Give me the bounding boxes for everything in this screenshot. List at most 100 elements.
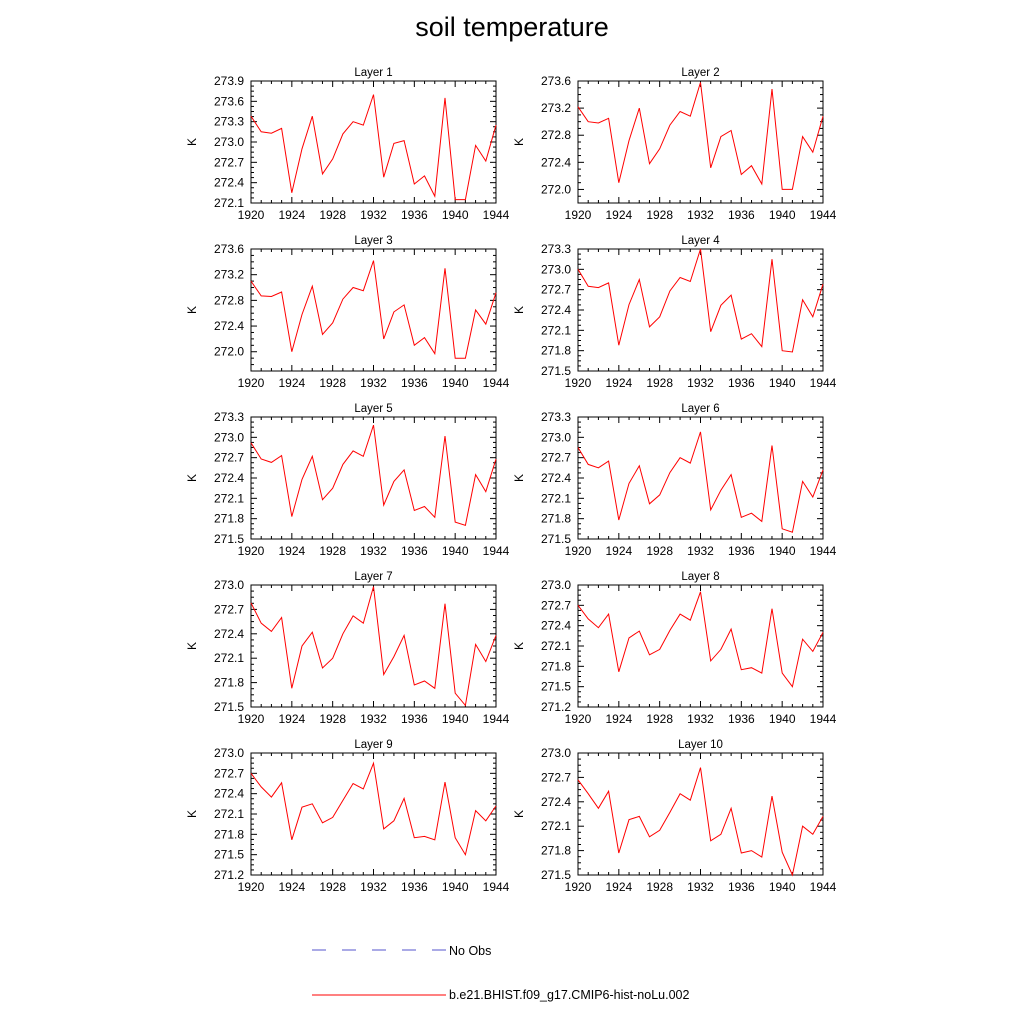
panel-title: Layer 10 — [678, 739, 723, 751]
y-axis-label: K — [512, 306, 526, 314]
y-tick-label: 272.7 — [214, 766, 244, 780]
y-axis-label: K — [185, 474, 199, 482]
y-tick-label: 272.8 — [541, 128, 571, 142]
y-axis-label: K — [512, 810, 526, 818]
x-tick-label: 1940 — [769, 208, 796, 222]
plot-frame — [250, 584, 497, 708]
x-tick-label: 1928 — [646, 376, 673, 390]
y-tick-label: 272.8 — [214, 293, 244, 307]
x-tick-label: 1940 — [769, 712, 796, 726]
y-tick-label: 272.1 — [541, 491, 571, 505]
x-tick-label: 1920 — [238, 712, 265, 726]
x-tick-label: 1944 — [810, 544, 837, 558]
x-tick-label: 1920 — [565, 712, 592, 726]
panel-title: Layer 7 — [354, 571, 392, 583]
plot-frame — [577, 248, 824, 372]
x-tick-label: 1944 — [483, 208, 510, 222]
x-tick-label: 1936 — [728, 544, 755, 558]
y-tick-label: 272.1 — [214, 651, 244, 665]
plot-frame — [250, 80, 497, 204]
x-tick-label: 1940 — [442, 208, 469, 222]
x-tick-label: 1936 — [728, 376, 755, 390]
x-tick-label: 1940 — [769, 376, 796, 390]
y-axis-label: K — [512, 642, 526, 650]
x-tick-label: 1932 — [687, 712, 714, 726]
panel-title: Layer 8 — [681, 571, 719, 583]
y-tick-label: 271.8 — [214, 512, 244, 526]
x-tick-label: 1944 — [810, 880, 837, 894]
x-tick-label: 1920 — [238, 880, 265, 894]
y-tick-label: 271.8 — [214, 827, 244, 841]
x-tick-label: 1940 — [442, 376, 469, 390]
x-tick-label: 1920 — [565, 880, 592, 894]
y-tick-label: 272.1 — [541, 819, 571, 833]
y-tick-label: 273.3 — [541, 242, 571, 256]
x-tick-label: 1928 — [319, 376, 346, 390]
panel-title: Layer 3 — [354, 235, 392, 247]
y-tick-label: 272.1 — [541, 639, 571, 653]
y-tick-label: 272.7 — [541, 598, 571, 612]
x-tick-label: 1920 — [238, 376, 265, 390]
y-axis-label: K — [185, 306, 199, 314]
x-tick-label: 1924 — [605, 712, 632, 726]
panel-title: Layer 9 — [354, 739, 392, 751]
panel-2: Layer 2 K 1920 1924 1928 1932 1936 1940 1944 272.… — [512, 67, 837, 222]
x-tick-label: 1932 — [360, 544, 387, 558]
x-tick-label: 1928 — [646, 208, 673, 222]
y-tick-label: 271.5 — [541, 680, 571, 694]
y-tick-label: 273.0 — [541, 262, 571, 276]
x-tick-label: 1936 — [401, 208, 428, 222]
y-tick-label: 273.0 — [214, 135, 244, 149]
y-tick-label: 272.4 — [214, 319, 244, 333]
y-axis-label: K — [512, 474, 526, 482]
y-tick-label: 273.0 — [214, 746, 244, 760]
panel-1: Layer 1 K 1920 1924 1928 1932 1936 1940 1944 272.… — [185, 67, 510, 222]
panel-3: Layer 3 K 1920 1924 1928 1932 1936 1940 1944 272.… — [185, 235, 510, 390]
plot-frame — [250, 248, 497, 372]
x-tick-label: 1928 — [646, 544, 673, 558]
y-tick-label: 273.9 — [214, 74, 244, 88]
panel-10: Layer 10 K 1920 1924 1928 1932 1936 1940 1944 271… — [512, 739, 837, 894]
x-tick-label: 1936 — [728, 880, 755, 894]
y-tick-label: 272.7 — [541, 283, 571, 297]
y-tick-label: 271.8 — [214, 676, 244, 690]
y-tick-label: 273.6 — [214, 94, 244, 108]
x-tick-label: 1940 — [442, 880, 469, 894]
x-tick-label: 1932 — [687, 880, 714, 894]
x-tick-label: 1928 — [646, 880, 673, 894]
panel-6: Layer 6 K 1920 1924 1928 1932 1936 1940 1944 271.… — [512, 403, 837, 558]
y-axis-label: K — [185, 138, 199, 146]
y-tick-label: 272.4 — [541, 155, 571, 169]
y-tick-label: 272.1 — [214, 196, 244, 210]
panel-5: Layer 5 K 1920 1924 1928 1932 1936 1940 1944 271.… — [185, 403, 510, 558]
y-tick-label: 272.0 — [214, 345, 244, 359]
x-tick-label: 1944 — [810, 208, 837, 222]
x-tick-label: 1928 — [319, 544, 346, 558]
y-tick-label: 272.4 — [214, 787, 244, 801]
y-tick-label: 272.4 — [214, 176, 244, 190]
x-tick-label: 1920 — [238, 544, 265, 558]
x-tick-label: 1932 — [360, 712, 387, 726]
x-tick-label: 1928 — [319, 208, 346, 222]
x-tick-label: 1944 — [483, 376, 510, 390]
x-tick-label: 1944 — [483, 544, 510, 558]
x-tick-label: 1936 — [401, 712, 428, 726]
x-tick-label: 1932 — [687, 376, 714, 390]
x-tick-label: 1944 — [483, 712, 510, 726]
y-tick-label: 273.0 — [214, 578, 244, 592]
x-tick-label: 1924 — [278, 208, 305, 222]
y-tick-label: 272.7 — [541, 451, 571, 465]
y-tick-label: 272.1 — [541, 323, 571, 337]
y-tick-label: 273.2 — [541, 101, 571, 115]
plot-frame — [250, 752, 497, 876]
panel-title: Layer 5 — [354, 403, 392, 415]
y-tick-label: 273.0 — [541, 578, 571, 592]
y-tick-label: 271.5 — [214, 532, 244, 546]
x-tick-label: 1940 — [769, 880, 796, 894]
x-tick-label: 1928 — [319, 712, 346, 726]
x-tick-label: 1936 — [401, 544, 428, 558]
x-tick-label: 1936 — [401, 880, 428, 894]
y-tick-label: 273.3 — [214, 410, 244, 424]
y-tick-label: 273.0 — [214, 430, 244, 444]
x-tick-label: 1924 — [278, 712, 305, 726]
